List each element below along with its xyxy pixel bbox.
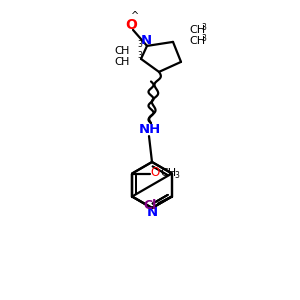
Text: C: C xyxy=(114,57,122,67)
Text: CH: CH xyxy=(160,167,176,178)
Text: NH: NH xyxy=(139,123,161,136)
Text: 3: 3 xyxy=(137,51,142,60)
Text: H: H xyxy=(121,46,129,56)
Text: Cl: Cl xyxy=(143,199,157,212)
Text: CH: CH xyxy=(189,36,205,46)
Text: N: N xyxy=(146,206,158,220)
Text: CH: CH xyxy=(189,25,205,35)
Text: 3: 3 xyxy=(174,171,179,180)
Text: 3: 3 xyxy=(201,34,206,43)
Text: C: C xyxy=(114,46,122,56)
Text: 3: 3 xyxy=(137,40,142,49)
Text: N: N xyxy=(140,34,152,47)
Text: O: O xyxy=(151,166,160,179)
Text: O: O xyxy=(125,18,137,32)
Text: 3: 3 xyxy=(201,23,206,32)
Text: ^: ^ xyxy=(131,11,139,21)
Text: H: H xyxy=(121,57,129,67)
